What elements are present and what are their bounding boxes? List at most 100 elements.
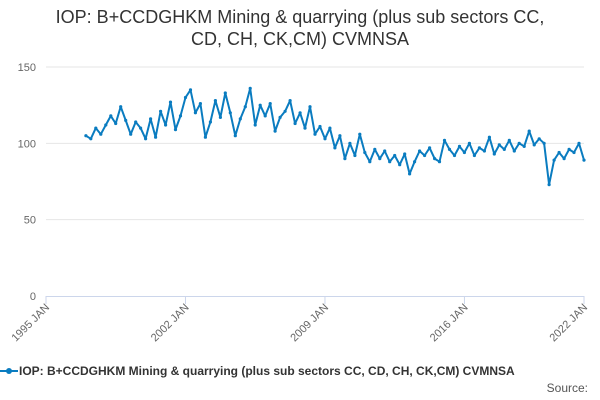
data-point [168,100,173,104]
data-point [537,137,541,141]
data-point [517,141,521,145]
y-tick-label: 0 [30,291,36,303]
data-point [447,147,452,151]
data-point [467,141,471,145]
data-point [114,121,118,126]
data-point [248,86,252,90]
data-point [363,150,367,155]
data-point [532,143,536,147]
data-point [582,158,586,162]
data-point [572,150,576,155]
data-point [283,109,287,113]
data-point [213,99,217,103]
chart-title-line: IOP: B+CCDGHKM Mining & quarrying (plus … [55,7,545,27]
data-point [452,153,457,158]
data-point [418,149,422,153]
data-point [487,135,491,139]
y-tick-label: 150 [18,62,36,74]
data-point [164,123,168,127]
data-point [477,146,481,150]
data-point [308,105,312,109]
y-tick-label: 50 [24,215,36,227]
data-point [482,149,486,153]
data-point [223,91,227,95]
data-point [233,134,237,138]
data-point [522,144,526,148]
data-point [173,128,178,132]
gridlines [46,66,584,221]
data-point [243,105,247,109]
data-point [293,121,297,126]
data-point [124,118,128,122]
data-point [218,115,222,119]
data-point [457,144,462,148]
data-point [228,111,232,115]
data-point [298,111,302,115]
x-axis-tick-labels: 1995 JAN 2002 JAN 2009 JAN 2016 JAN 2022 JAN [9,302,590,345]
data-point [134,120,138,124]
data-point [442,138,447,142]
series-line [85,87,585,186]
legend-line-marker-icon [0,368,18,374]
data-point [84,134,88,138]
data-point [178,114,183,118]
series-layer [84,86,586,187]
data-point [542,141,546,145]
data-point [577,141,581,145]
legend-series-label: IOP: B+CCDGHKM Mining & quarrying (plus … [19,364,515,378]
data-point [343,157,347,161]
data-point [497,143,501,147]
data-point [109,114,113,118]
data-point [557,150,561,155]
data-point [472,153,476,158]
chart-title: IOP: B+CCDGHKM Mining & quarrying (plus … [0,6,600,50]
data-point [193,111,197,115]
data-point [333,146,337,150]
data-point [462,150,466,155]
data-point [408,172,412,176]
data-point [258,103,262,107]
data-point [502,147,506,151]
data-point [99,132,103,136]
data-point [512,149,516,153]
data-point [278,115,282,119]
data-point [562,157,566,161]
y-tick-label: 100 [18,138,36,150]
data-point [398,163,402,167]
data-point [208,120,212,124]
data-point [552,158,556,162]
data-point [368,160,372,164]
data-point [437,160,442,164]
data-point [507,138,511,142]
data-point [323,137,327,141]
data-point [183,95,188,100]
data-point [378,157,382,161]
data-point [413,160,417,164]
data-point [423,153,427,158]
data-point [393,153,397,158]
data-point [348,141,352,145]
data-point [149,117,153,121]
data-point [203,135,207,139]
data-point [338,134,342,138]
data-point [567,147,571,151]
data-point [89,137,93,141]
data-point [433,157,437,161]
x-tick-label: 2016 JAN [428,302,471,345]
y-axis-tick-labels: 0 50 100 150 [18,62,36,303]
data-point [119,105,123,109]
data-point [403,152,407,156]
data-point [144,137,148,141]
data-point [94,126,98,130]
data-point [353,153,357,158]
data-point [318,124,322,129]
data-point [129,132,133,136]
data-point [492,152,496,156]
data-point [139,126,143,130]
data-point [198,102,202,106]
source-label: Source: [546,381,588,395]
data-point [253,123,257,127]
data-point [428,146,432,150]
data-point [303,126,307,130]
